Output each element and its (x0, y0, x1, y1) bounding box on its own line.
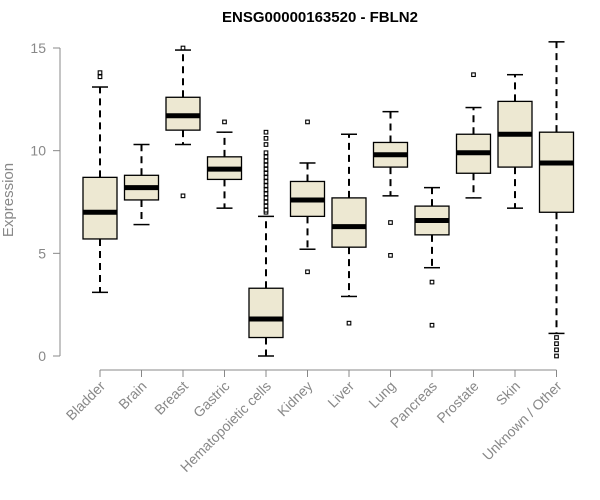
box-group (372, 110, 409, 258)
outlier-point (263, 195, 269, 201)
x-tick-label: Lung (365, 378, 398, 411)
outlier-point (263, 170, 269, 176)
outlier-point (180, 193, 186, 199)
outlier-point (554, 341, 559, 347)
outlier-point (263, 203, 269, 209)
outlier-point (263, 142, 269, 147)
outlier-point (263, 129, 269, 135)
outlier-point (388, 220, 393, 225)
box (538, 131, 575, 213)
y-tick-label: 5 (38, 245, 46, 261)
box-group (414, 186, 450, 328)
outlier-point (263, 166, 269, 172)
y-axis-label: Expression (0, 163, 17, 237)
chart-title: ENSG00000163520 - FBLN2 (222, 9, 418, 26)
boxes-layer (82, 41, 575, 359)
box (248, 287, 284, 339)
outlier-point (305, 269, 310, 275)
x-tick-label: Skin (493, 378, 524, 409)
outlier-point (263, 187, 269, 193)
box-group (497, 73, 533, 209)
outlier-point (263, 154, 269, 160)
y-tick-label: 0 (38, 348, 46, 364)
x-tick-label: Prostate (433, 378, 481, 426)
box-group (206, 119, 243, 209)
x-tick-label: Unknown / Other (479, 378, 565, 464)
outlier-point (97, 74, 103, 80)
outlier-point (263, 199, 269, 205)
outlier-point (429, 279, 435, 285)
outlier-point (97, 70, 103, 75)
y-tick-label: 15 (30, 40, 46, 56)
outlier-point (263, 179, 269, 184)
outlier-point (263, 162, 269, 168)
outlier-point (263, 183, 269, 188)
outlier-point (471, 72, 476, 78)
box-group (538, 41, 575, 359)
outlier-point (554, 353, 559, 359)
outlier-point (263, 175, 269, 180)
outlier-point (429, 322, 435, 328)
box-group (82, 70, 118, 294)
box-group (165, 45, 201, 199)
outlier-point (346, 320, 352, 326)
box (82, 176, 118, 240)
outlier-point (305, 119, 310, 125)
x-tick-label: Liver (324, 378, 357, 411)
x-tick-label: Bladder (63, 378, 109, 424)
outlier-point (263, 135, 269, 141)
box-group (331, 133, 367, 326)
outlier-point (180, 45, 186, 51)
box-group (123, 143, 160, 226)
outlier-point (263, 158, 269, 164)
box (331, 197, 367, 248)
outlier-point (554, 335, 559, 340)
x-tick-label: Breast (151, 378, 191, 418)
x-tick-label: Kidney (274, 378, 316, 420)
y-axis: 0 5 10 15 (30, 40, 61, 364)
outlier-point (222, 119, 227, 125)
x-tick-label: Brain (115, 378, 149, 412)
box-group (289, 119, 326, 275)
box-group (248, 129, 284, 357)
outlier-point (554, 347, 559, 353)
y-tick-label: 10 (30, 143, 46, 159)
outlier-point (388, 253, 393, 258)
outlier-point (263, 191, 269, 197)
outlier-point (263, 207, 269, 213)
box-group (455, 72, 492, 199)
outlier-point (263, 150, 269, 156)
